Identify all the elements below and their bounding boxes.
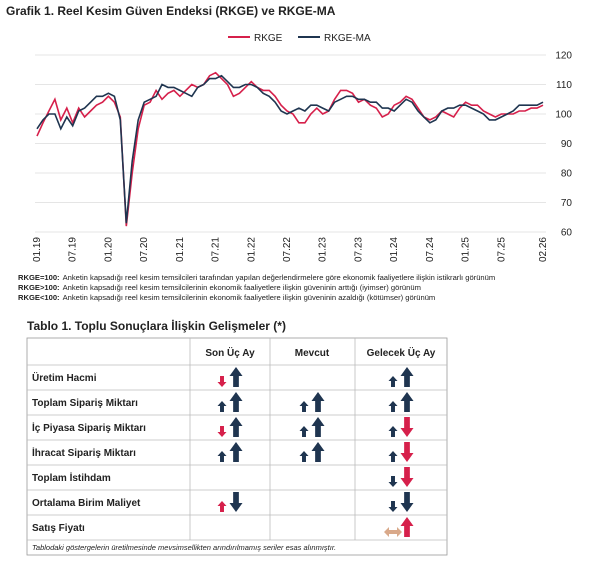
trend-arrow [217, 501, 227, 512]
table-title: Tablo 1. Toplu Sonuçlara İlişkin Gelişme… [27, 318, 286, 333]
trend-arrow [388, 401, 398, 412]
trend-arrow [229, 367, 243, 387]
legend-label: RKGE [254, 33, 283, 44]
trend-arrow [311, 392, 325, 412]
trend-arrow [229, 492, 243, 512]
note-text: Anketin kapsadığı reel kesim temsilciler… [63, 283, 421, 292]
trend-arrow [217, 401, 227, 412]
column-header: Mevcut [295, 348, 330, 359]
y-tick-label: 90 [561, 139, 573, 150]
trend-arrow [311, 417, 325, 437]
trend-arrow [229, 392, 243, 412]
row-label: İç Piyasa Sipariş Miktarı [32, 421, 146, 434]
note-label: RKGE=100: [18, 273, 60, 282]
trend-arrow [229, 442, 243, 462]
trend-arrow [311, 442, 325, 462]
note: RKGE<100: Anketin kapsadığı reel kesim te… [18, 293, 435, 302]
trend-arrow [388, 501, 398, 512]
trend-arrow [400, 392, 414, 412]
x-tick-label: 07.20 [139, 237, 150, 262]
trend-arrow [384, 527, 402, 537]
note-label: RKGE>100: [18, 283, 60, 292]
trend-arrow [229, 417, 243, 437]
trend-arrow [217, 451, 227, 462]
x-tick-label: 01.19 [32, 237, 43, 262]
x-tick-label: 01.23 [318, 237, 329, 262]
table-frame [26, 337, 448, 556]
row-label: Üretim Hacmi [32, 371, 97, 384]
row-label: İhracat Sipariş Miktarı [32, 446, 136, 459]
trend-arrow [400, 417, 414, 437]
y-tick-label: 60 [561, 228, 573, 239]
series-line [36, 74, 544, 224]
x-tick-label: 07.21 [211, 237, 222, 262]
x-tick-label: 01.21 [175, 237, 186, 262]
trend-arrow [217, 376, 227, 387]
legend-label: RKGE-MA [324, 33, 371, 44]
x-tick-label: 01.24 [389, 237, 400, 262]
row-label: Satış Fiyatı [32, 523, 85, 534]
x-tick-label: 07.23 [353, 237, 364, 262]
x-tick-label: 07.22 [282, 237, 293, 262]
y-tick-label: 120 [555, 51, 572, 62]
trend-arrow [388, 376, 398, 387]
y-tick-label: 100 [555, 110, 572, 121]
note: RKGE>100: Anketin kapsadığı reel kesim te… [18, 283, 421, 292]
trend-arrow [400, 492, 414, 512]
y-tick-label: 80 [561, 169, 573, 180]
x-tick-label: 01.25 [461, 237, 472, 262]
trend-arrow [217, 426, 227, 437]
table-footnote: Tablodaki göstergelerin üretilmesinde me… [32, 543, 336, 552]
x-tick-label: 01.22 [246, 237, 257, 262]
trend-arrow [400, 442, 414, 462]
note: RKGE=100: Anketin kapsadığı reel kesim te… [18, 273, 495, 282]
trend-arrow [388, 426, 398, 437]
x-tick-label: 02.26 [538, 237, 549, 262]
y-tick-label: 110 [556, 80, 572, 91]
note-text: Anketin kapsadığı reel kesim temsilciler… [63, 273, 496, 282]
trend-arrow [388, 451, 398, 462]
trend-arrow [400, 517, 414, 537]
row-label: Ortalama Birim Maliyet [32, 498, 141, 509]
chart-title: Grafik 1. Reel Kesim Güven Endeksi (RKGE… [6, 4, 336, 18]
trend-arrow [400, 367, 414, 387]
x-tick-label: 07.24 [425, 237, 436, 262]
note-text: Anketin kapsadığı reel kesim temsilciler… [63, 293, 436, 302]
trend-arrow [299, 401, 309, 412]
row-label: Toplam İstihdam [32, 471, 111, 484]
row-label: Toplam Sipariş Miktarı [32, 398, 138, 409]
column-header: Son Üç Ay [205, 346, 255, 359]
trend-arrow [299, 451, 309, 462]
x-tick-label: 01.20 [103, 237, 114, 262]
x-tick-label: 07.25 [496, 237, 507, 262]
trend-arrow [400, 467, 414, 487]
y-tick-label: 70 [561, 198, 573, 209]
x-tick-label: 07.19 [68, 237, 79, 262]
note-label: RKGE<100: [18, 293, 60, 302]
trend-arrow [388, 476, 398, 487]
trend-arrow [299, 426, 309, 437]
column-header: Gelecek Üç Ay [367, 346, 436, 359]
